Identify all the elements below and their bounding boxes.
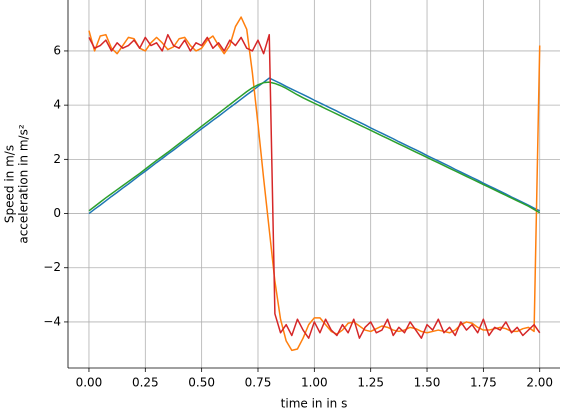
- x-tick-label: 0.25: [132, 376, 159, 390]
- x-tick-label: 0.75: [245, 376, 272, 390]
- x-tick-label: 1.50: [414, 376, 441, 390]
- y-axis-label: Speed in m/s: [3, 145, 17, 223]
- x-axis-label: time in in s: [281, 397, 348, 411]
- x-tick-label: 1.75: [470, 376, 497, 390]
- x-tick-label: 0.50: [188, 376, 215, 390]
- y-tick-label: −4: [43, 314, 61, 328]
- y-tick-label: 2: [53, 152, 61, 166]
- plot-area: [88, 16, 541, 352]
- ticks: 0.00 0.25 0.50 0.75 1.00 1.25 1.50 1.75 2.00 −4 −2…: [43, 43, 553, 389]
- line-series: [88, 77, 541, 215]
- x-tick-label: 1.00: [301, 376, 328, 390]
- y-tick-label: 4: [53, 98, 61, 112]
- x-tick-label: 2.00: [526, 376, 553, 390]
- y-tick-label: 6: [53, 43, 61, 57]
- y-tick-label: 0: [53, 206, 61, 220]
- grid: [68, 0, 560, 368]
- line-series: [88, 81, 541, 214]
- y-tick-label: −2: [43, 260, 61, 274]
- x-tick-label: 1.25: [357, 376, 384, 390]
- y-axis-label: acceleration in m/s²: [17, 124, 31, 243]
- line-series: [88, 33, 541, 339]
- x-tick-label: 0.00: [76, 376, 103, 390]
